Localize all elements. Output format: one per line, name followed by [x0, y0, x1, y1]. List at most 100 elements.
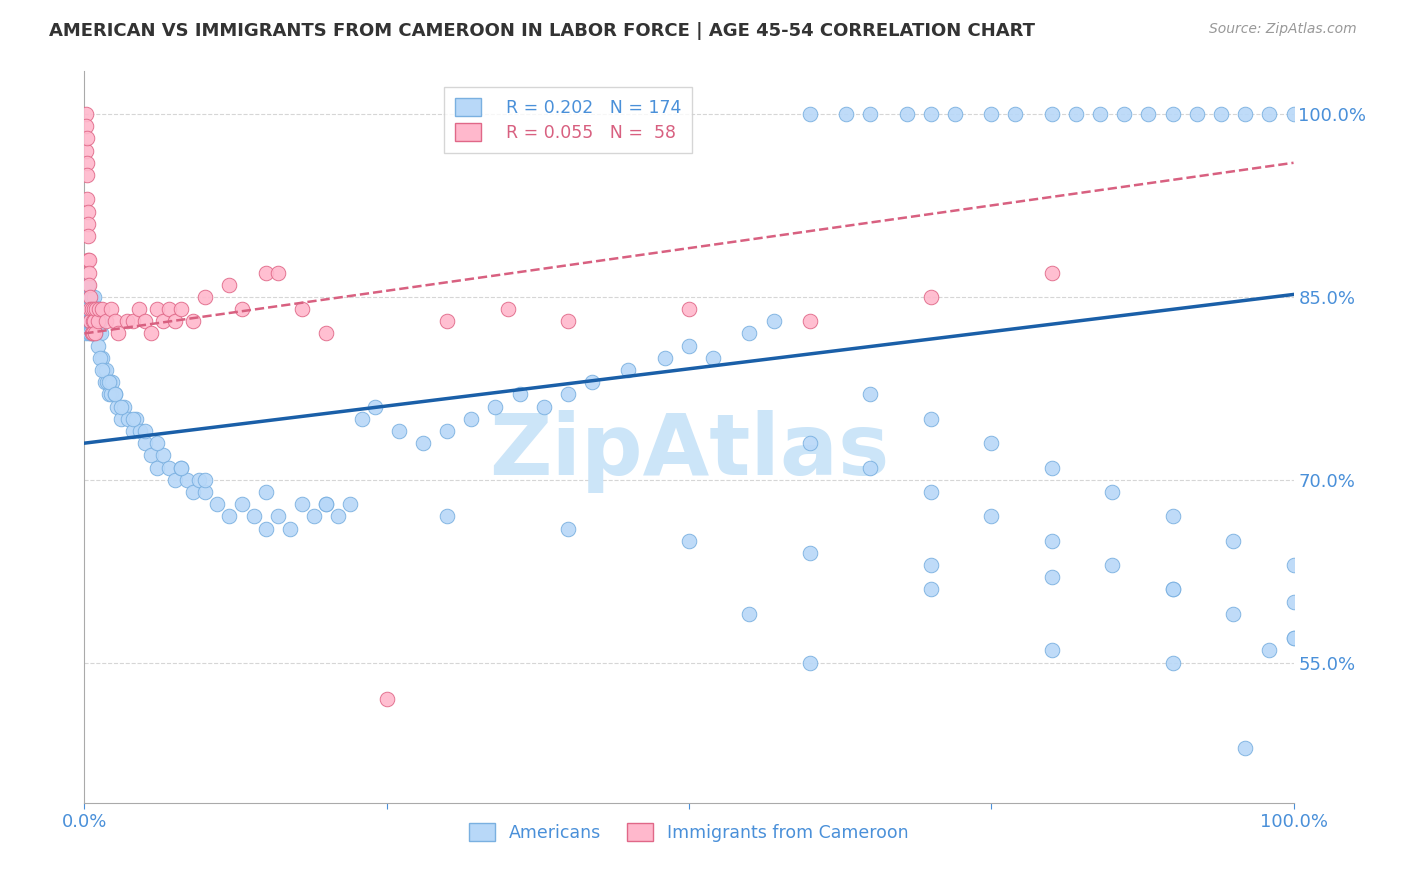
Text: AMERICAN VS IMMIGRANTS FROM CAMEROON IN LABOR FORCE | AGE 45-54 CORRELATION CHAR: AMERICAN VS IMMIGRANTS FROM CAMEROON IN … [49, 22, 1035, 40]
Point [1258, 107, 1281, 121]
Point [121, 424, 143, 438]
Point [134, 424, 156, 438]
Point [83, 301, 105, 316]
Point [678, 301, 700, 316]
Point [188, 473, 211, 487]
Point [77, 301, 100, 316]
Point [134, 314, 156, 328]
Point [77, 314, 100, 328]
Point [76, 192, 98, 206]
Point [129, 424, 152, 438]
Point [90, 326, 112, 341]
Point [77, 217, 100, 231]
Point [89, 351, 111, 365]
Point [278, 521, 301, 535]
Point [484, 400, 506, 414]
Point [77, 326, 100, 341]
Point [157, 460, 180, 475]
Point [76, 301, 98, 316]
Point [110, 400, 132, 414]
Point [76, 277, 98, 292]
Point [170, 460, 193, 475]
Point [77, 228, 100, 243]
Point [75, 326, 97, 341]
Point [170, 301, 193, 316]
Point [80, 326, 103, 341]
Point [678, 338, 700, 352]
Point [121, 314, 143, 328]
Point [980, 436, 1002, 450]
Point [1040, 265, 1063, 279]
Point [80, 326, 103, 341]
Point [91, 363, 114, 377]
Point [98, 375, 121, 389]
Point [1040, 460, 1063, 475]
Point [134, 436, 156, 450]
Point [84, 326, 107, 341]
Point [80, 290, 103, 304]
Point [97, 387, 120, 401]
Point [1101, 484, 1123, 499]
Point [79, 314, 101, 328]
Point [799, 107, 821, 121]
Point [96, 375, 118, 389]
Point [107, 326, 129, 341]
Point [1161, 509, 1184, 524]
Point [75, 107, 97, 121]
Point [194, 290, 217, 304]
Point [83, 301, 105, 316]
Point [1101, 558, 1123, 572]
Point [1137, 107, 1160, 121]
Point [738, 326, 761, 341]
Point [82, 326, 104, 341]
Point [94, 363, 117, 377]
Point [115, 314, 138, 328]
Point [920, 484, 942, 499]
Point [859, 107, 882, 121]
Point [76, 155, 98, 169]
Point [980, 509, 1002, 524]
Point [97, 375, 120, 389]
Point [231, 497, 253, 511]
Point [77, 290, 100, 304]
Point [859, 387, 882, 401]
Point [165, 314, 187, 328]
Point [1234, 107, 1257, 121]
Point [77, 265, 100, 279]
Point [86, 338, 108, 352]
Point [104, 314, 127, 328]
Point [112, 400, 135, 414]
Point [328, 509, 350, 524]
Point [79, 326, 101, 341]
Point [82, 314, 104, 328]
Point [920, 582, 942, 597]
Point [86, 314, 108, 328]
Point [77, 277, 100, 292]
Point [1185, 107, 1208, 121]
Point [267, 509, 290, 524]
Point [87, 301, 110, 316]
Point [77, 204, 100, 219]
Point [165, 473, 187, 487]
Point [82, 314, 104, 328]
Point [83, 314, 105, 328]
Point [77, 290, 100, 304]
Point [315, 497, 337, 511]
Point [207, 497, 229, 511]
Point [94, 375, 117, 389]
Point [920, 107, 942, 121]
Point [436, 509, 458, 524]
Point [1282, 107, 1305, 121]
Point [76, 168, 98, 182]
Point [1088, 107, 1111, 121]
Point [799, 656, 821, 670]
Point [82, 326, 104, 341]
Point [509, 387, 531, 401]
Point [181, 484, 204, 499]
Point [218, 509, 240, 524]
Point [799, 546, 821, 560]
Point [436, 314, 458, 328]
Point [77, 314, 100, 328]
Point [388, 424, 411, 438]
Point [82, 326, 104, 341]
